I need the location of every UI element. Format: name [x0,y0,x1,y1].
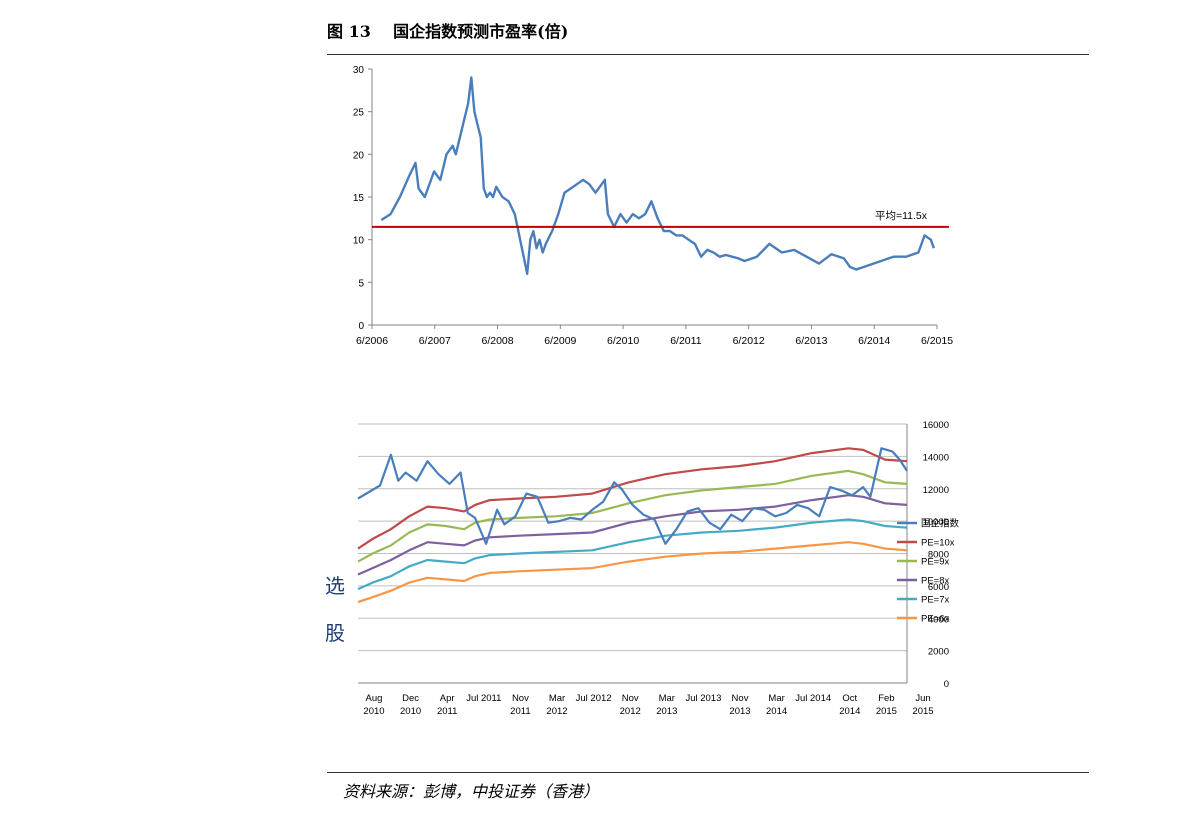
x-tick-label: 6/2015 [921,335,953,347]
x-tick-label-year: 2013 [656,706,677,717]
x-tick-label: 6/2013 [795,335,827,347]
legend-label: PE=8x [921,576,950,587]
x-tick-label: Nov [732,693,749,704]
top-rule [327,54,1089,55]
legend-label: PE=10x [921,538,955,549]
y-tick-label: 25 [353,108,365,119]
series-line-pe6 [357,541,908,604]
y-tick-label: 14000 [923,452,949,463]
x-tick-label: Jul 2014 [795,693,831,704]
x-tick-label: Oct [842,693,857,704]
figure-label: 图 13 [327,22,371,41]
y-tick-label: 10 [353,236,365,247]
side-text-2: 股 [325,621,345,645]
pe-series-line [380,76,936,276]
series-line-pe7 [357,518,908,591]
legend-label: PE=9x [921,557,950,568]
legend-label: PE=6x [921,614,950,625]
series-line-pe9 [357,469,908,563]
y-tick-label: 2000 [928,647,949,658]
x-tick-label: Mar [549,693,565,704]
x-tick-label-year: 2015 [876,706,897,717]
series-line-pe8 [357,494,908,576]
x-tick-label: Jul 2011 [466,693,501,704]
x-tick-label: Feb [878,693,894,704]
y-tick-label: 6000 [928,582,949,593]
x-tick-label: 6/2009 [544,335,576,347]
figure-title: 图 13 国企指数预测市盈率(倍) [327,18,568,42]
valuation-band-chart: 0 2000 4000 6000 8000 10000 12000 14000 16000 Aug… [357,420,960,717]
y-tick-label: 8000 [928,550,949,561]
x-tick-label: 6/2012 [733,335,765,347]
side-text-1: 选 [325,574,345,598]
x-tick-label-year: 2012 [620,706,641,717]
y-tick-label: 16000 [923,420,949,431]
x-tick-label: Aug [366,693,383,704]
x-tick-label-year: 2010 [363,706,384,717]
y-tick-label: 30 [353,65,365,76]
x-tick-label: 6/2008 [481,335,513,347]
x-tick-label: Nov [622,693,639,704]
x-tick-label-year: 2013 [729,706,750,717]
series-line-pe10 [357,447,908,550]
y-tick-label: 12000 [923,485,949,496]
y-tick-label: 4000 [928,614,949,625]
x-tick-label: 6/2010 [607,335,639,347]
figure-title-text: 国企指数预测市盈率(倍) [393,22,569,41]
x-tick-label: Mar [659,693,675,704]
pe-ratio-chart: 0 5 10 15 20 25 30 6/2006 6/2007 6/2008 6/2009 6/20… [353,65,953,347]
x-tick-label: Jun [915,693,930,704]
y-tick-label: 0 [358,321,364,332]
legend-label: PE=7x [921,595,950,606]
y-tick-label: 0 [944,679,949,690]
x-tick-label: Apr [440,693,455,704]
legend-label: 国企指数 [921,518,960,530]
bottom-rule [327,772,1089,773]
y-tick-label: 5 [358,278,364,289]
x-tick-label: 6/2007 [419,335,451,347]
x-tick-label-year: 2010 [400,706,421,717]
x-tick-label: Dec [402,693,419,704]
x-tick-label-year: 2012 [546,706,567,717]
y-tick-label: 20 [353,150,365,161]
x-tick-label-year: 2011 [510,706,530,717]
x-tick-label-year: 2015 [912,706,933,717]
x-tick-label-year: 2014 [766,706,787,717]
x-tick-label: Jul 2013 [685,693,721,704]
x-tick-label: 6/2011 [670,335,701,347]
average-label: 平均=11.5x [875,210,928,222]
x-tick-label: Jul 2012 [576,693,612,704]
x-tick-label-year: 2011 [437,706,457,717]
source-note: 资料来源：彭博，中投证券（香港） [343,782,600,801]
series-line-index [357,447,908,545]
x-tick-label: 6/2006 [356,335,388,347]
x-tick-label-year: 2014 [839,706,860,717]
x-tick-label: Nov [512,693,529,704]
y-tick-label: 10000 [923,517,949,528]
x-tick-label: Mar [768,693,784,704]
x-tick-label: 6/2014 [858,335,890,347]
y-tick-label: 15 [353,193,365,204]
